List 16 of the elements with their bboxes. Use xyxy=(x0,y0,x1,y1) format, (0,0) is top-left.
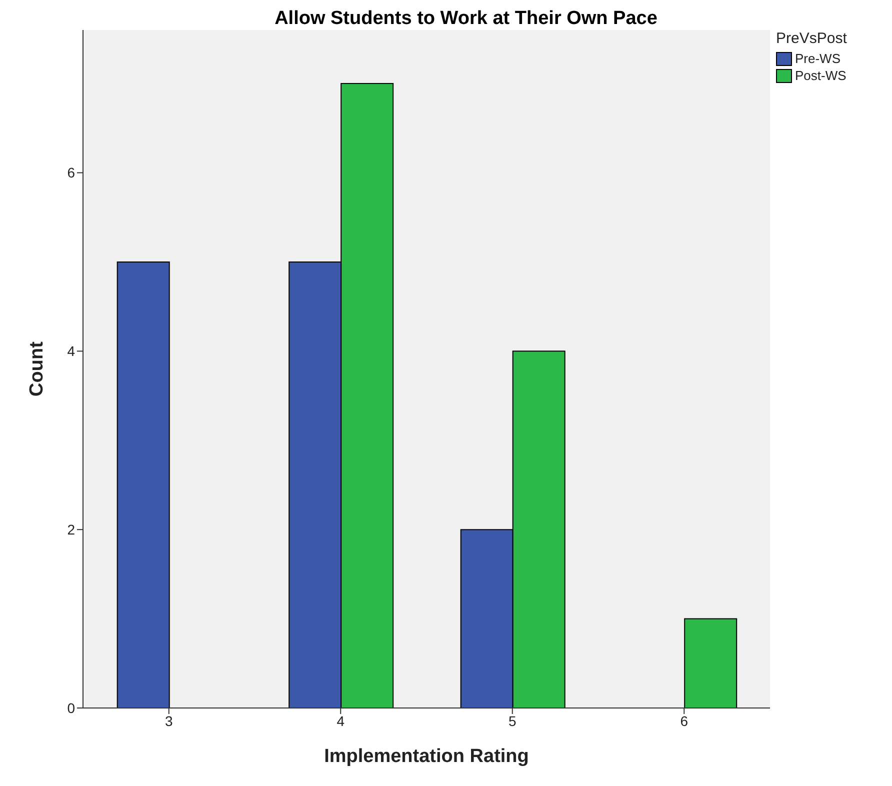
x-axis-title: Implementation Rating xyxy=(324,746,529,767)
x-tick-label: 3 xyxy=(164,712,173,729)
x-tick-label: 6 xyxy=(680,712,688,729)
chart-title: Allow Students to Work at Their Own Pace xyxy=(274,8,658,30)
bar xyxy=(116,261,170,708)
y-axis-title: Count xyxy=(26,340,48,396)
x-tick-label: 4 xyxy=(336,712,345,729)
bar xyxy=(684,618,738,708)
y-tick-label: 4 xyxy=(67,343,76,360)
x-tick-label: 5 xyxy=(508,712,516,729)
y-tick-label: 2 xyxy=(67,522,76,538)
legend-label: Pre-WS xyxy=(794,51,842,66)
legend-title: PreVsPost xyxy=(776,30,848,47)
legend-label: Post-WS xyxy=(794,68,848,83)
y-tick-label: 0 xyxy=(67,700,76,716)
y-tick-label: 6 xyxy=(67,164,76,181)
